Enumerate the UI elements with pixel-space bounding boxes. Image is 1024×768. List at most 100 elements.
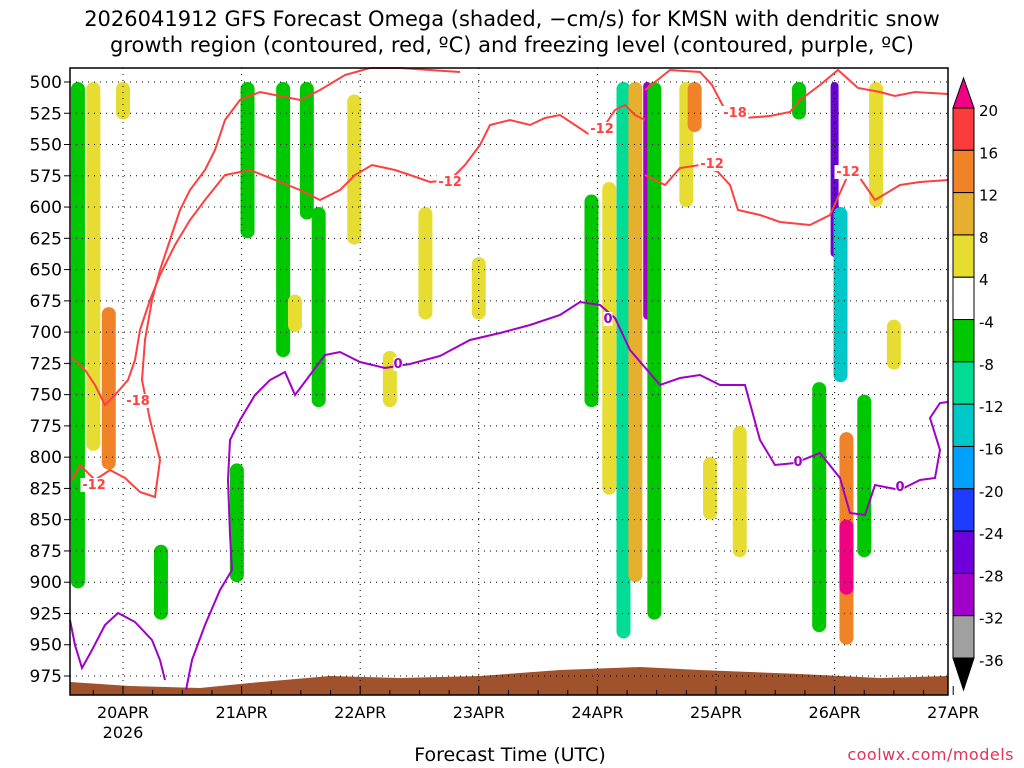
omega-cell-15	[584, 194, 599, 408]
omega-cell-5	[229, 463, 244, 583]
purple-contour-label-3: 0	[895, 480, 904, 495]
contour-labels: -18 -12 -12 -12 -18 -12 -12 0 0 0 0	[80, 106, 905, 495]
colorbar-label--36: -36	[979, 652, 1004, 670]
omega-cell-20	[647, 82, 662, 620]
y-tick-label-975: 975	[30, 667, 62, 687]
y-tick-label-725: 725	[30, 354, 62, 374]
colorbar-label-12: 12	[979, 187, 998, 205]
colorbar-swatch-10	[952, 530, 975, 574]
colorbar: -36 -32 -28 -24 -20 -16 -12 -8 -4 4 8 12 16 20	[952, 76, 1004, 692]
terrain-ground	[70, 667, 948, 695]
red-contour-label-3-bg	[588, 122, 616, 136]
omega-cell-14	[471, 257, 486, 320]
x-tick-label-25APR: 25APR	[690, 703, 742, 722]
colorbar-swatch-9	[952, 488, 975, 532]
chart-title-line1: 2026041912 GFS Forecast Omega (shaded, −…	[84, 7, 940, 31]
y-tick-label-775: 775	[30, 417, 62, 437]
y-tick-label-650: 650	[30, 261, 62, 281]
omega-cell-1	[86, 82, 101, 451]
colorbar-bottom-arrow	[952, 657, 975, 692]
y-tick-label-575: 575	[30, 167, 62, 187]
omega-cell-11	[347, 94, 362, 245]
colorbar-label--28: -28	[979, 567, 1004, 585]
colorbar-label-4: 4	[979, 271, 989, 289]
omega-shading-layer	[70, 82, 901, 645]
chart-title: 2026041912 GFS Forecast Omega (shaded, −…	[0, 6, 1024, 58]
omega-cell-2	[101, 307, 116, 470]
x-tick-label-24APR: 24APR	[571, 703, 623, 722]
omega-cell-12	[382, 350, 397, 408]
colorbar-swatch-4	[952, 276, 975, 321]
x-tick-label-27APR: 27APR	[927, 703, 979, 722]
purple-contour-label-0-bg	[393, 357, 403, 371]
omega-cell-33	[886, 319, 901, 370]
colorbar-swatch-0	[952, 107, 975, 151]
red-contour-label-6: -12	[836, 165, 860, 180]
red-contour-label-0: -18	[126, 394, 150, 409]
colorbar-label-20: 20	[979, 102, 998, 120]
y-tick-label-600: 600	[30, 198, 62, 218]
colorbar-label--32: -32	[979, 610, 1004, 628]
purple-contour-lower-left	[69, 611, 166, 681]
colorbar-swatch-8	[952, 445, 975, 490]
colorbar-swatch-5	[952, 319, 975, 363]
red-contour-label-6-bg	[834, 165, 862, 179]
omega-cell-3	[116, 82, 130, 120]
red-contour-label-2-bg	[436, 175, 464, 189]
colorbar-swatch-6	[952, 361, 975, 405]
y-tick-label-550: 550	[30, 136, 62, 156]
y-tick-label-700: 700	[30, 323, 62, 343]
purple-contour-label-3-bg	[895, 480, 905, 494]
red-contour-label-0-bg	[124, 394, 152, 408]
red-contour-label-4: -18	[723, 106, 747, 121]
freezing-contours	[69, 300, 949, 691]
omega-cell-17	[616, 82, 631, 639]
omega-cell-9	[311, 207, 326, 408]
terrain-layer	[70, 667, 948, 695]
x-tick-label-22APR: 22APR	[334, 703, 386, 722]
y-tick-label-525: 525	[30, 104, 62, 124]
red-contour-label-4-bg	[721, 106, 749, 120]
colorbar-top-arrow	[952, 76, 975, 109]
omega-cell-30	[839, 519, 854, 595]
omega-cell-10	[287, 294, 302, 333]
y-tick-label-825: 825	[30, 479, 62, 499]
colorbar-label--20: -20	[979, 483, 1004, 501]
colorbar-label--16: -16	[979, 440, 1004, 458]
y-tick-label-875: 875	[30, 542, 62, 562]
red-contour-label-1-bg	[80, 478, 108, 492]
y-tick-label-500: 500	[30, 73, 62, 93]
colorbar-label-8: 8	[979, 229, 989, 247]
plot-frame	[69, 67, 949, 696]
omega-cell-18	[628, 82, 643, 583]
red-contour-label-5: -12	[700, 157, 724, 172]
x-tick-label-26APR: 26APR	[809, 703, 861, 722]
colorbar-label--4: -4	[979, 314, 994, 332]
omega-cell-28	[833, 207, 848, 383]
colorbar-swatch-12	[952, 615, 975, 659]
x-tick-sublabel: 2026	[103, 723, 144, 742]
y-tick-label-900: 900	[30, 573, 62, 593]
x-tick-label-23APR: 23APR	[453, 703, 505, 722]
y-tick-label-625: 625	[30, 229, 62, 249]
credit-text: coolwx.com/models	[847, 745, 1014, 764]
chart-title-line2: growth region (contoured, red, ºC) and f…	[110, 33, 914, 57]
purple-contour-label-1-bg	[603, 312, 613, 326]
omega-cell-6	[240, 82, 255, 239]
red-contour-left-inner	[71, 103, 646, 407]
colorbar-swatch-7	[952, 403, 975, 447]
red-contour-upper	[644, 68, 949, 120]
x-tick-label-21APR: 21APR	[216, 703, 268, 722]
red-contour-left	[71, 67, 461, 499]
colorbar-label--12: -12	[979, 398, 1004, 416]
omega-cell-13	[418, 207, 433, 320]
omega-cell-0	[70, 82, 85, 589]
purple-contour-label-2-bg	[793, 455, 803, 469]
colorbar-label--24: -24	[979, 525, 1004, 543]
dgz-contours	[71, 67, 949, 499]
omega-cell-32	[869, 82, 884, 208]
omega-cell-16	[602, 182, 617, 495]
x-tick-label-20APR: 20APR	[97, 703, 149, 722]
colorbar-swatch-3	[952, 234, 975, 278]
